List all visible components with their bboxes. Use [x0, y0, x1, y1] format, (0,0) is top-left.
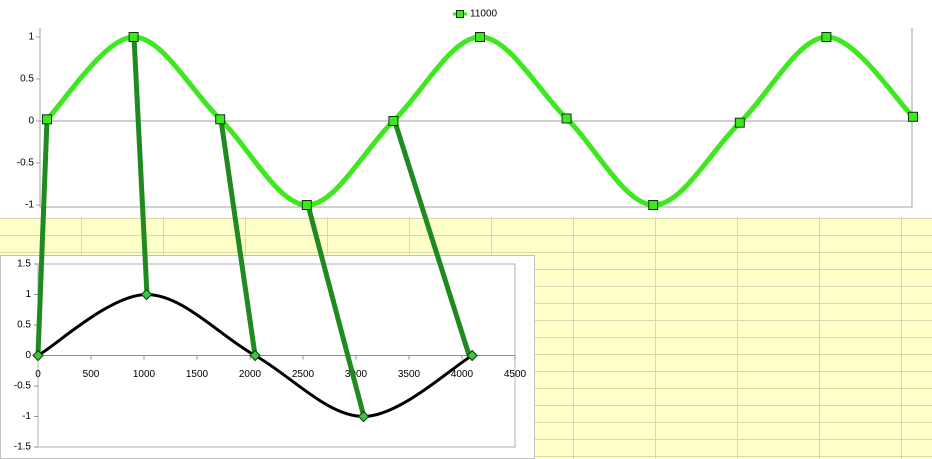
x-tick-label: 2000	[239, 369, 262, 380]
y-tick-label: -1.5	[14, 442, 32, 453]
x-tick-label: 1000	[133, 369, 156, 380]
y-tick-label: 1.5	[17, 259, 31, 270]
y-tick-label: 0	[25, 350, 31, 361]
x-tick-label: 2500	[292, 369, 315, 380]
x-tick-label: 3500	[398, 369, 421, 380]
y-tick-label: 0.5	[20, 74, 34, 85]
point-marker	[561, 113, 572, 124]
legend-label: 11000	[470, 9, 498, 20]
point-marker	[249, 349, 261, 362]
point-marker	[215, 114, 226, 125]
point-marker	[388, 116, 399, 126]
y-tick-label: -1	[22, 411, 31, 422]
x-tick-label: 4000	[451, 369, 474, 380]
connector	[35, 117, 50, 358]
point-marker	[357, 410, 370, 423]
point-marker	[821, 32, 832, 42]
point-marker	[140, 288, 153, 301]
y-tick-label: -0.5	[17, 158, 35, 169]
connector	[392, 119, 472, 358]
point-marker	[466, 349, 478, 362]
point-marker	[32, 349, 44, 362]
y-tick-label: 1	[25, 289, 31, 300]
point-marker	[734, 117, 745, 128]
x-tick-label: 3000	[345, 369, 368, 380]
point-marker	[475, 32, 485, 42]
connector	[305, 202, 367, 420]
point-marker	[128, 32, 139, 42]
point-marker	[648, 200, 659, 210]
top-chart-area	[0, 0, 932, 217]
x-tick-label: 500	[83, 369, 100, 380]
connector	[131, 34, 150, 298]
bottom-chart-area	[0, 255, 535, 459]
connectors	[35, 34, 472, 420]
y-tick-label: 1	[28, 32, 34, 43]
connector	[218, 117, 258, 358]
x-tick-label: 0	[35, 369, 41, 380]
legend-marker	[456, 10, 464, 18]
markers	[32, 32, 918, 423]
y-tick-label: -1	[25, 200, 34, 211]
point-marker	[42, 114, 52, 125]
y-tick-label: 0	[28, 116, 34, 127]
x-tick-label: 1500	[186, 369, 209, 380]
point-marker	[301, 200, 312, 210]
point-marker	[908, 111, 918, 122]
x-tick-label: 4500	[504, 369, 527, 380]
y-tick-label: -0.5	[14, 381, 32, 392]
y-tick-label: 0.5	[17, 320, 31, 331]
